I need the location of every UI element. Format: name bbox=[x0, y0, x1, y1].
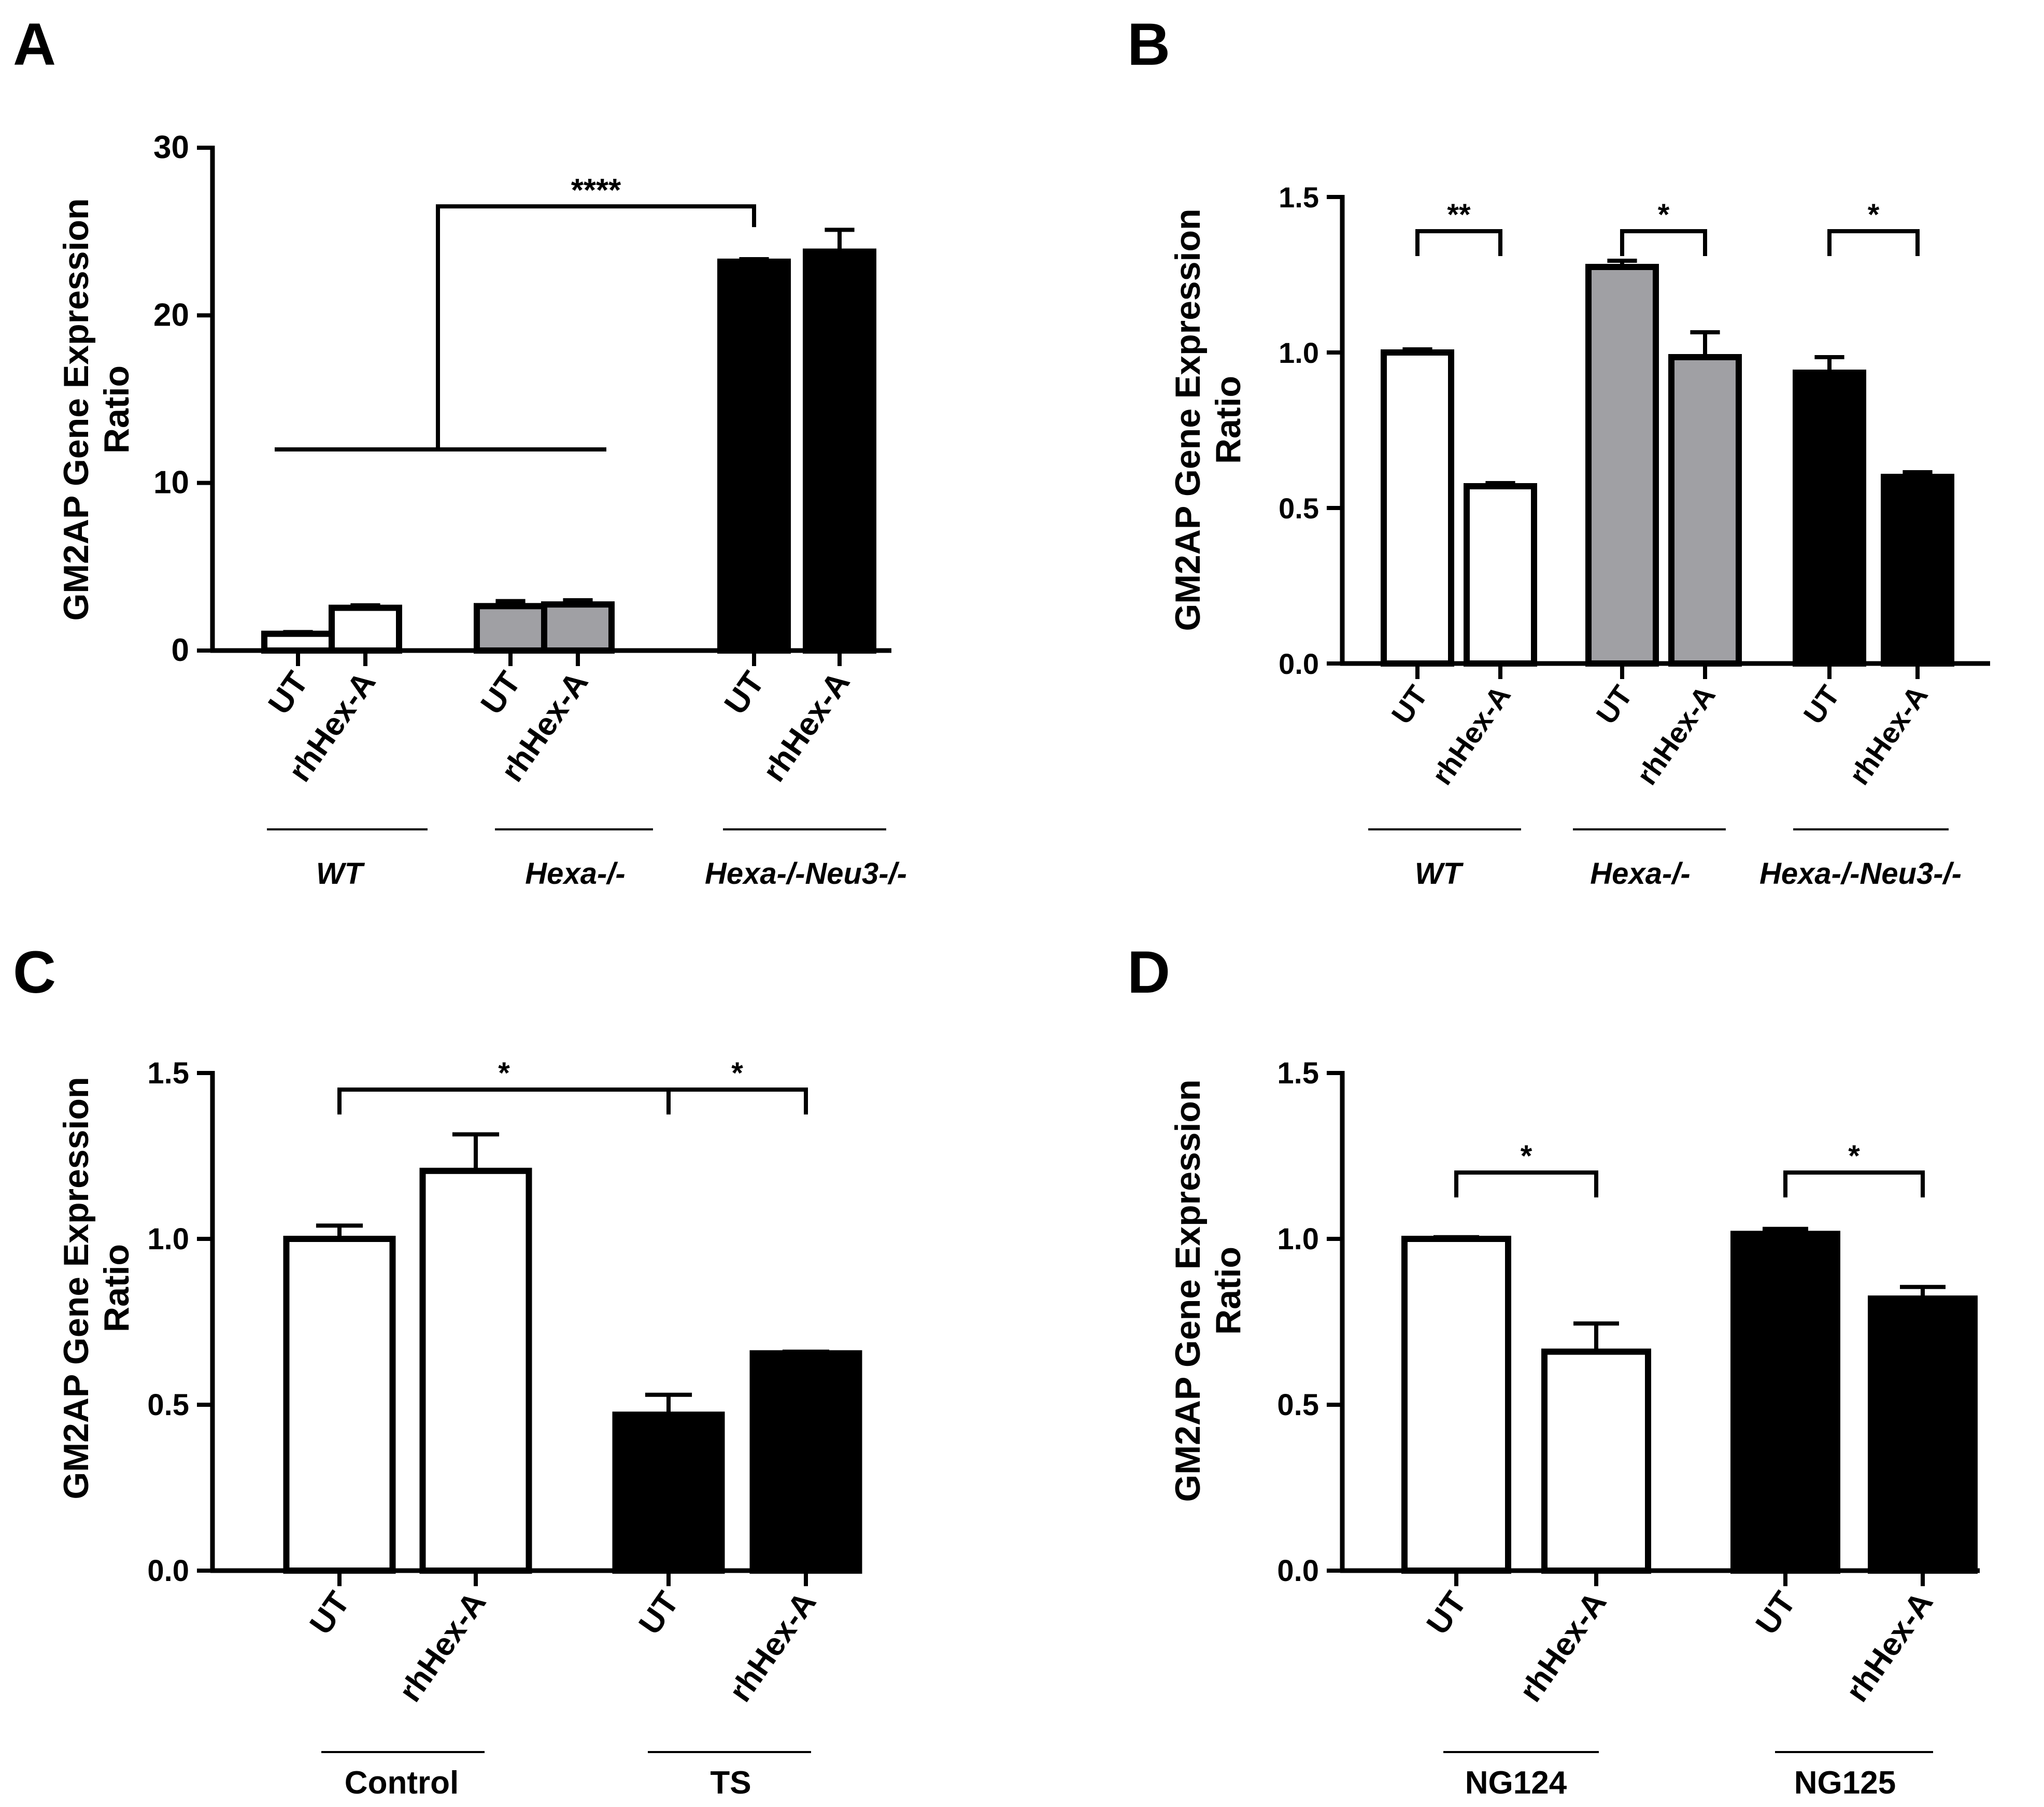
group-label: WT bbox=[316, 857, 365, 891]
x-tick-label: rhHex-A bbox=[722, 1585, 824, 1708]
group-label: TS bbox=[710, 1765, 751, 1801]
significance-bracket bbox=[337, 1088, 671, 1114]
x-tick-label: UT bbox=[303, 1585, 357, 1641]
y-axis-label-line-1: GM2AP Gene Expression bbox=[1168, 1079, 1208, 1502]
group-label: Hexa-/-Neu3-/- bbox=[705, 857, 907, 891]
significance-label: * bbox=[1521, 1139, 1532, 1173]
panel-letter: D bbox=[1127, 939, 1170, 1006]
bar bbox=[419, 1167, 532, 1574]
y-axis-label-line-2: Ratio bbox=[97, 365, 136, 454]
bar bbox=[1585, 264, 1659, 667]
significance-bracket bbox=[1620, 229, 1707, 256]
panel-letter: B bbox=[1127, 11, 1170, 78]
y-tick-label: 1.5 bbox=[147, 1056, 189, 1090]
y-tick-label: 0.5 bbox=[1279, 492, 1319, 525]
significance-bracket bbox=[1454, 1170, 1598, 1197]
x-tick-label: UT bbox=[632, 1585, 686, 1641]
bar bbox=[612, 1411, 725, 1574]
bar bbox=[1541, 1348, 1651, 1574]
significance-bracket bbox=[1783, 1170, 1925, 1197]
x-tick-label: UT bbox=[1589, 680, 1638, 730]
bar bbox=[1868, 1295, 1978, 1574]
panel-c: C GM2AP Gene Expression Ratio Control TS… bbox=[13, 939, 862, 1801]
bar bbox=[1381, 349, 1454, 667]
significance-bracket bbox=[1827, 229, 1920, 256]
bar bbox=[1793, 370, 1866, 667]
significance-label: * bbox=[1848, 1139, 1860, 1173]
x-tick-label: UT bbox=[262, 665, 316, 721]
significance-bracket bbox=[1415, 229, 1502, 256]
x-tick-label: UT bbox=[718, 665, 772, 721]
x-tick-label: rhHex-A bbox=[1630, 680, 1722, 791]
y-tick-label: 0.0 bbox=[1277, 1554, 1319, 1588]
x-tick-label: rhHex-A bbox=[1513, 1585, 1614, 1708]
x-tick-label: rhHex-A bbox=[1425, 680, 1517, 791]
y-tick-label: 30 bbox=[153, 130, 189, 165]
group-label: Hexa-/- bbox=[1590, 857, 1690, 891]
panel-a: A GM2AP Gene Expression Ratio WT Hexa-/-… bbox=[13, 11, 907, 891]
panel-d: D GM2AP Gene Expression Ratio NG124 NG12… bbox=[1127, 939, 1980, 1801]
x-tick-label: UT bbox=[1797, 680, 1846, 730]
x-tick-label: UT bbox=[1749, 1585, 1803, 1641]
bar bbox=[803, 248, 876, 654]
significance-label: * bbox=[1658, 198, 1670, 232]
y-axis-label-line-1: GM2AP Gene Expression bbox=[1168, 208, 1208, 631]
y-tick-label: 20 bbox=[153, 297, 189, 333]
bar bbox=[749, 1350, 862, 1574]
group-label: Control bbox=[345, 1765, 459, 1801]
panel-letter: A bbox=[13, 11, 56, 78]
bar bbox=[1401, 1236, 1511, 1574]
bar bbox=[283, 1236, 396, 1574]
bar bbox=[1881, 474, 1954, 667]
bar bbox=[541, 601, 615, 654]
panel-letter: C bbox=[13, 939, 56, 1006]
bar bbox=[1464, 483, 1537, 667]
bar bbox=[474, 603, 547, 654]
group-label: WT bbox=[1415, 857, 1464, 891]
y-axis-label-line-1: GM2AP Gene Expression bbox=[56, 1077, 96, 1499]
group-label: Hexa-/-Neu3-/- bbox=[1759, 857, 1962, 891]
panel-b: B GM2AP Gene Expression Ratio WT Hexa-/-… bbox=[1127, 11, 1990, 891]
bar bbox=[717, 258, 791, 654]
y-tick-label: 0.5 bbox=[147, 1388, 189, 1422]
y-tick-label: 1.0 bbox=[1277, 1222, 1319, 1256]
x-tick-label: UT bbox=[1420, 1585, 1474, 1641]
y-tick-label: 0.0 bbox=[147, 1554, 189, 1588]
group-label: Hexa-/- bbox=[525, 857, 625, 891]
significance-bracket bbox=[436, 204, 756, 449]
y-axis-label-line-2: Ratio bbox=[1209, 376, 1248, 464]
y-tick-label: 1.0 bbox=[1279, 336, 1319, 369]
y-axis-label-line-1: GM2AP Gene Expression bbox=[56, 198, 96, 620]
y-tick-label: 1.5 bbox=[1277, 1056, 1319, 1090]
y-axis-label-line-2: Ratio bbox=[97, 1244, 136, 1332]
y-tick-label: 0.0 bbox=[1279, 647, 1319, 680]
significance-label: * bbox=[1868, 198, 1880, 232]
y-tick-label: 1.0 bbox=[147, 1222, 189, 1256]
bar bbox=[1668, 354, 1742, 667]
significance-label: * bbox=[498, 1056, 510, 1090]
x-tick-label: rhHex-A bbox=[392, 1585, 493, 1708]
significance-label: **** bbox=[571, 173, 621, 208]
y-tick-label: 1.5 bbox=[1279, 181, 1319, 214]
x-tick-label: rhHex-A bbox=[1842, 680, 1934, 791]
x-tick-label: rhHex-A bbox=[756, 665, 857, 788]
x-tick-label: UT bbox=[474, 665, 528, 721]
y-tick-label: 0 bbox=[172, 632, 189, 668]
significance-label: * bbox=[731, 1056, 743, 1090]
bar bbox=[329, 604, 402, 654]
significance-bracket bbox=[666, 1088, 808, 1114]
bar bbox=[1730, 1231, 1840, 1574]
y-tick-label: 0.5 bbox=[1277, 1388, 1319, 1422]
group-label: NG125 bbox=[1794, 1765, 1896, 1801]
y-tick-label: 10 bbox=[153, 465, 189, 501]
x-tick-label: rhHex-A bbox=[1839, 1585, 1940, 1708]
group-label: NG124 bbox=[1465, 1765, 1567, 1801]
bar bbox=[261, 630, 335, 654]
y-axis-label-line-2: Ratio bbox=[1209, 1247, 1248, 1335]
significance-label: ** bbox=[1447, 198, 1471, 232]
x-tick-label: UT bbox=[1385, 680, 1433, 730]
